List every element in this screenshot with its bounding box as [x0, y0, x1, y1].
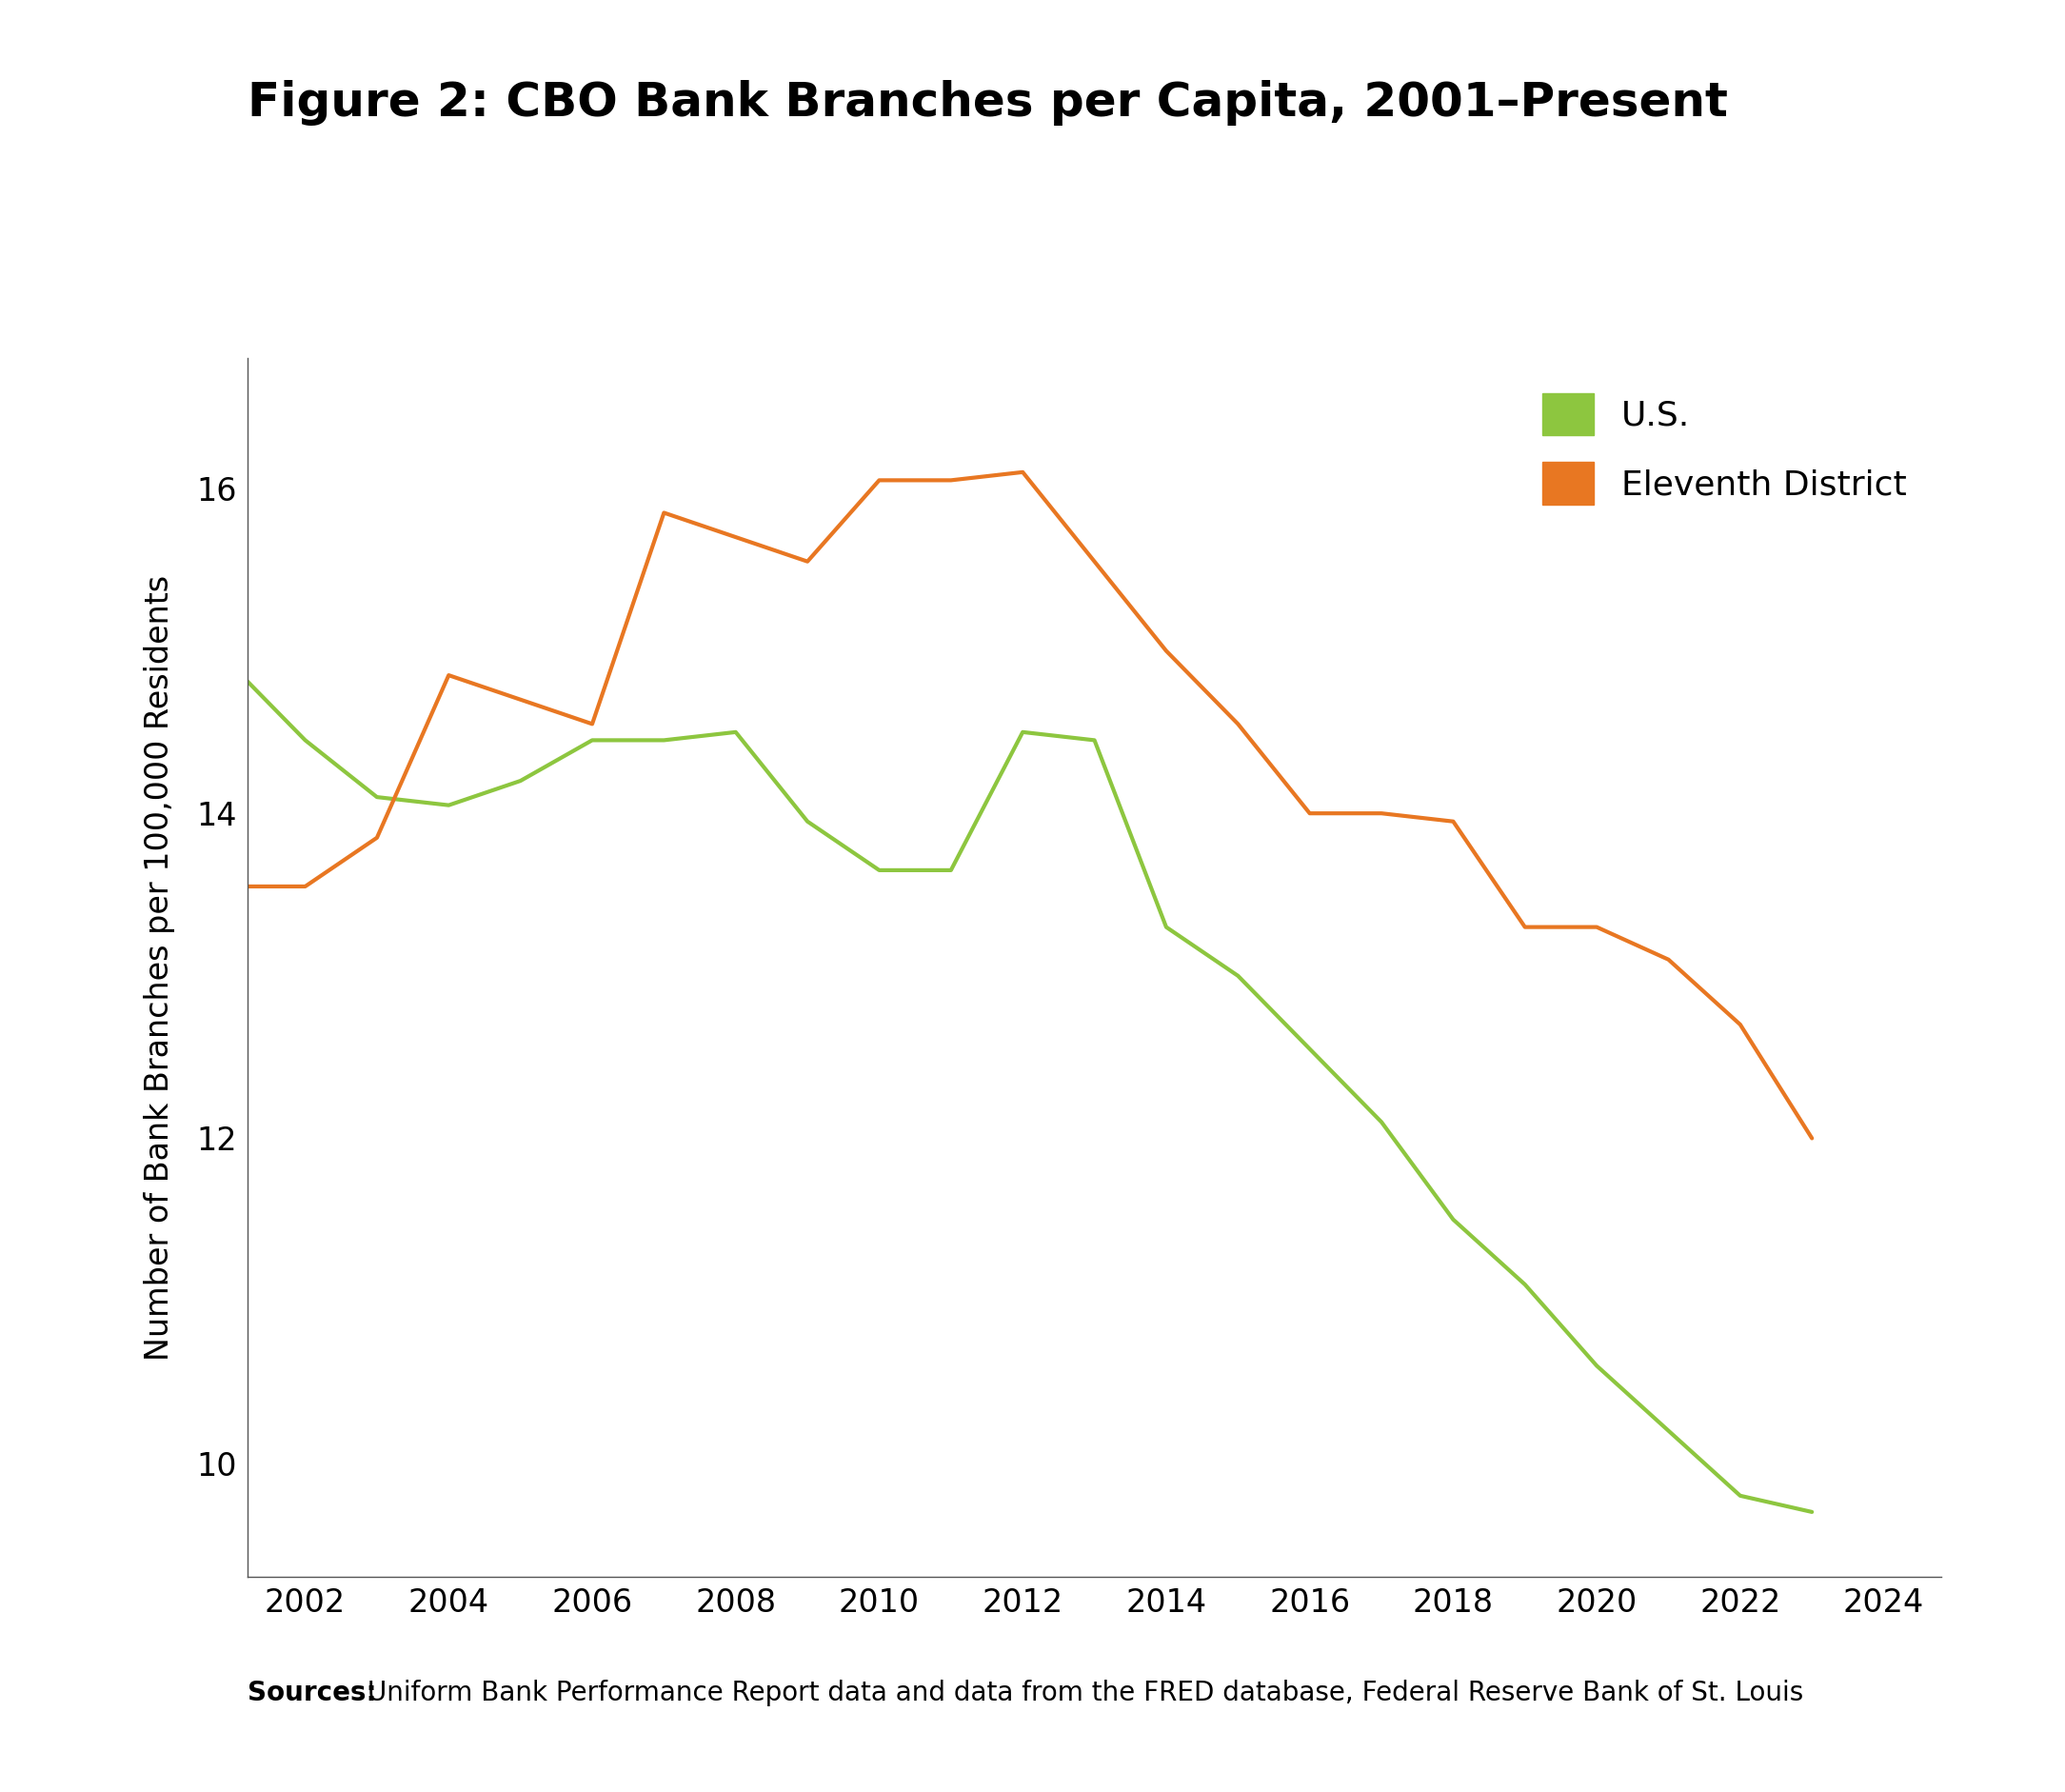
Text: Uniform Bank Performance Report data and data from the FRED database, Federal Re: Uniform Bank Performance Report data and…	[368, 1681, 1803, 1706]
Text: Sources:: Sources:	[248, 1681, 378, 1706]
Text: Figure 2: CBO Bank Branches per Capita, 2001–Present: Figure 2: CBO Bank Branches per Capita, …	[248, 79, 1728, 125]
Y-axis label: Number of Bank Branches per 100,000 Residents: Number of Bank Branches per 100,000 Resi…	[145, 575, 176, 1360]
Legend: U.S., Eleventh District: U.S., Eleventh District	[1526, 376, 1925, 521]
